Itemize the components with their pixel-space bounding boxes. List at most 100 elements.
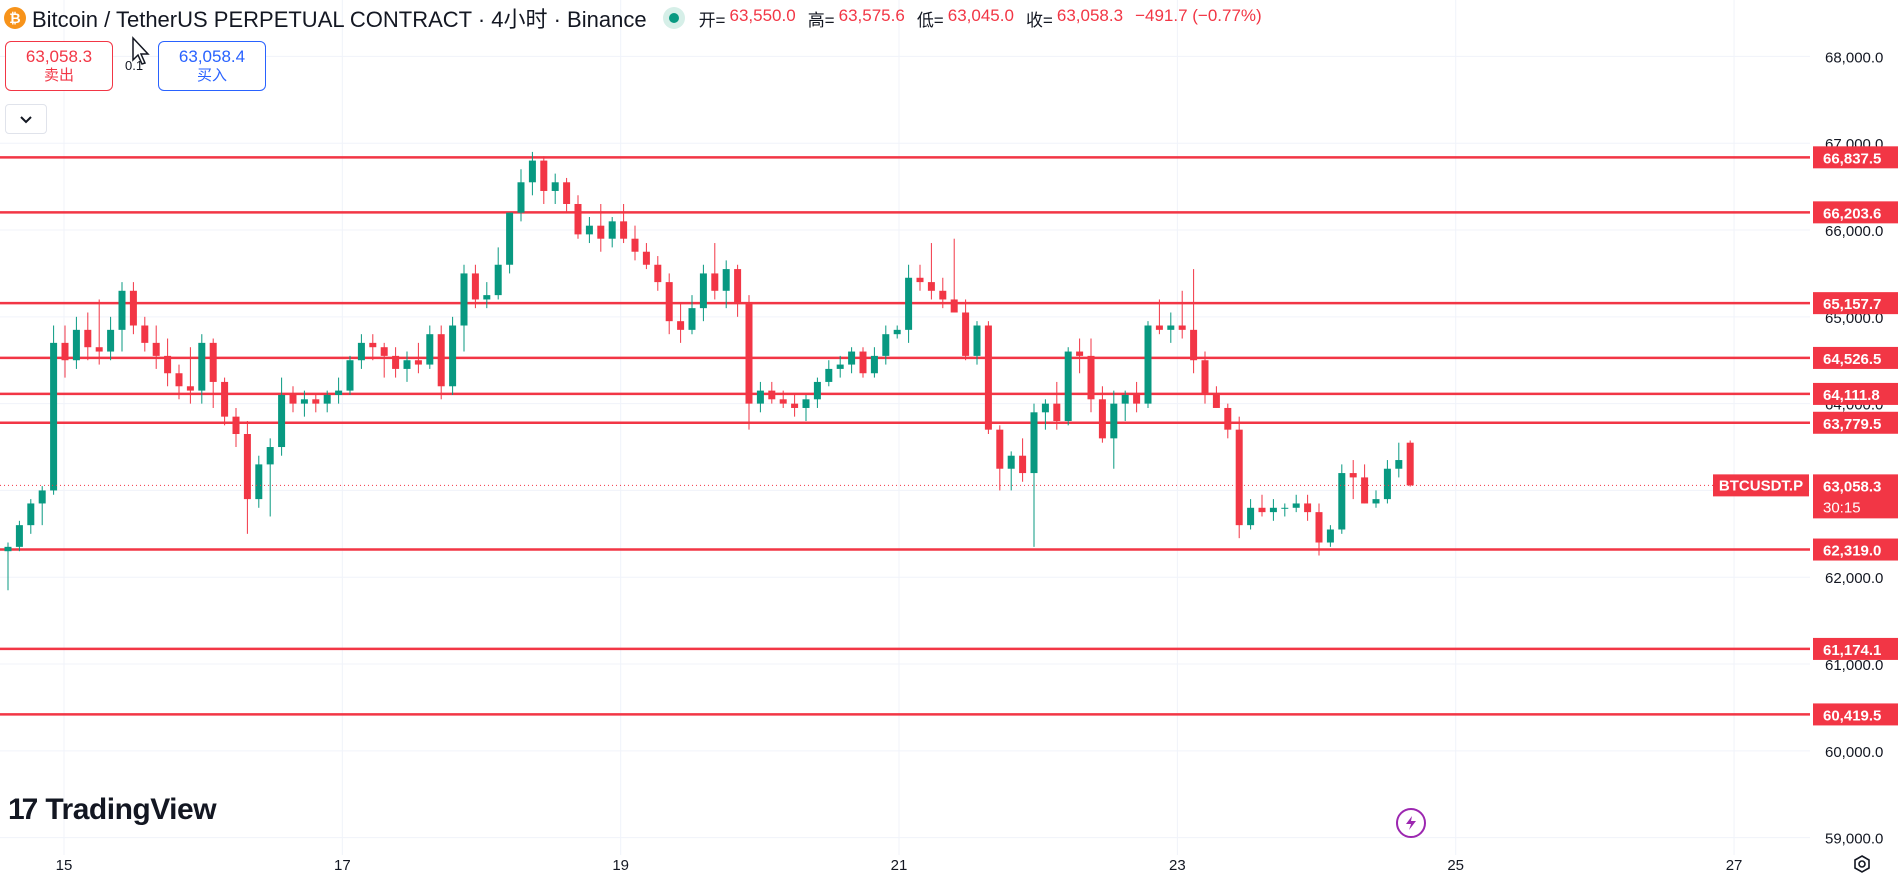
candle-body: [859, 351, 867, 374]
ohlc-close-key: 收=: [1025, 10, 1053, 30]
candle-body: [848, 351, 856, 365]
price-axis-tick-label: 68,000.0: [1825, 49, 1883, 66]
ohlc-values: 开= 63,550.0 高= 63,575.6 低= 63,045.0 收= 63,05…: [699, 6, 1270, 31]
candle: [369, 334, 377, 361]
tradingview-logo-text: TradingView: [45, 793, 217, 826]
candle-body: [471, 273, 479, 300]
price-axis[interactable]: 68,000.067,000.066,000.065,000.064,000.0…: [1713, 0, 1901, 878]
candle-body: [1041, 403, 1049, 413]
level-price-label: 64,111.8: [1823, 387, 1880, 404]
candle-body: [939, 290, 947, 300]
candle-body: [357, 342, 365, 361]
candle: [107, 316, 115, 361]
candle-body: [1053, 403, 1061, 421]
candle-body: [15, 525, 23, 547]
candle-body: [198, 342, 206, 391]
candle-body: [118, 290, 126, 330]
candle-body: [152, 342, 160, 356]
candle-body: [973, 325, 981, 356]
candle: [1133, 381, 1141, 413]
level-price-tag: [1813, 146, 1898, 169]
candle: [1064, 347, 1072, 426]
collapse-toggle-button[interactable]: [5, 104, 47, 134]
candle-body: [346, 360, 354, 391]
candle-body: [107, 329, 115, 352]
candle: [152, 325, 160, 369]
candle-body: [1361, 477, 1369, 504]
candle: [950, 238, 958, 313]
symbol-title[interactable]: Bitcoin / TetherUS PERPETUAL CONTRACT · …: [32, 7, 647, 32]
candle-body: [1349, 473, 1357, 478]
candle: [506, 212, 514, 274]
level-price-label: 64,526.5: [1823, 351, 1881, 368]
level-price-label: 60,419.5: [1823, 707, 1881, 724]
buy-label: 买入: [196, 67, 227, 84]
candle: [836, 355, 844, 378]
sell-label: 卖出: [43, 67, 74, 84]
candle: [802, 394, 810, 421]
candle: [437, 325, 445, 400]
candle-body: [255, 464, 263, 500]
market-status-icon[interactable]: [662, 7, 685, 29]
candle-body: [1144, 325, 1152, 404]
candle: [198, 334, 206, 404]
candle-body: [1269, 507, 1277, 513]
current-price-tag: [1813, 474, 1898, 519]
candle-body: [209, 342, 217, 382]
candle: [893, 325, 901, 339]
candle: [699, 264, 707, 322]
candle: [597, 203, 605, 252]
candle: [711, 243, 719, 300]
candle-body: [129, 290, 137, 326]
candle: [403, 351, 411, 382]
candle-body: [369, 342, 377, 348]
candle: [563, 177, 571, 213]
candle: [1098, 386, 1106, 443]
buy-button[interactable]: 63,058.4 买入: [158, 41, 266, 91]
candle: [642, 243, 650, 270]
candle-body: [1292, 503, 1300, 508]
candle-body: [494, 264, 502, 296]
mouse-cursor-icon: [132, 36, 150, 65]
lightning-button[interactable]: [1396, 808, 1426, 838]
candle: [665, 273, 673, 335]
candlestick-series: [0, 151, 1810, 591]
candle: [585, 217, 593, 244]
settings-button[interactable]: [1850, 852, 1874, 876]
candle: [1383, 460, 1391, 504]
candle-body: [688, 308, 696, 330]
candle: [15, 520, 23, 552]
candle: [4, 542, 12, 591]
time-axis[interactable]: 15171921232527298月3579: [56, 857, 1901, 874]
candle-body: [61, 342, 69, 361]
candle: [859, 347, 867, 378]
candle: [1144, 321, 1152, 408]
candle-body: [84, 329, 92, 348]
candle: [335, 377, 343, 404]
ohlc-low-key: 低=: [916, 10, 944, 30]
candle-body: [551, 182, 559, 191]
sell-button[interactable]: 63,058.3 卖出: [5, 41, 113, 91]
tradingview-logo[interactable]: 17 TradingView: [8, 793, 217, 827]
candle-body: [483, 295, 491, 300]
time-axis-tick-label: 19: [612, 857, 629, 874]
candle-body: [756, 390, 764, 404]
candle: [1167, 312, 1175, 343]
candle-body: [620, 221, 628, 239]
candle: [323, 390, 331, 413]
candle: [1053, 381, 1061, 430]
current-price-label: 63,058.3: [1823, 478, 1881, 495]
candle-body: [1304, 503, 1312, 513]
ohlc-low-value: 63,045.0: [947, 5, 1014, 25]
candle: [300, 390, 308, 417]
bitcoin-icon: ₿: [4, 7, 26, 29]
candle-body: [813, 381, 821, 400]
candle-body: [72, 329, 80, 361]
candle: [791, 394, 799, 417]
ohlc-change: −491.7 (−0.77%): [1135, 5, 1262, 25]
candle-body: [414, 360, 422, 365]
candle: [346, 355, 354, 395]
candle-body: [927, 282, 935, 291]
grid-lines: [0, 0, 1810, 855]
